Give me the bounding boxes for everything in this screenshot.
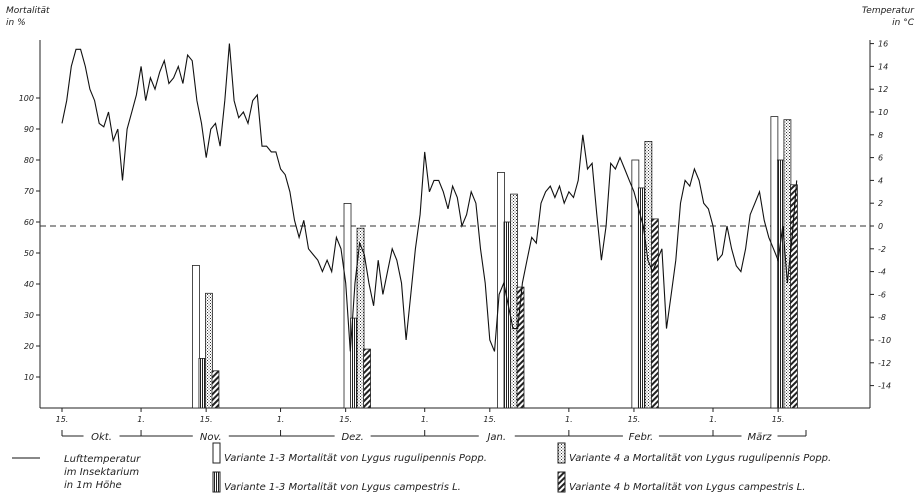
bar-series-4 xyxy=(211,370,220,409)
right-tick-label: -14 xyxy=(878,382,891,391)
left-tick-label: 60 xyxy=(24,218,34,227)
right-tick-label: -2 xyxy=(878,245,886,254)
bar-series-3 xyxy=(644,140,653,409)
x-tick-label: 1. xyxy=(709,415,717,424)
bar-series-1 xyxy=(770,116,779,409)
legend-swatch-v13-rugulipennis xyxy=(212,442,221,464)
x-tick-label: 1. xyxy=(421,415,429,424)
right-tick-label: 4 xyxy=(878,176,883,185)
legend-label-v4a-rugulipennis: Variante 4 a Mortalität von Lygus ruguli… xyxy=(569,453,831,464)
bar-series-4 xyxy=(516,286,525,409)
left-tick-label: 10 xyxy=(24,373,34,382)
month-label: Febr. xyxy=(629,432,654,443)
bar-series-3 xyxy=(510,193,518,409)
legend-swatch-v13-campestris xyxy=(212,471,221,493)
right-tick-label: 2 xyxy=(878,199,883,208)
left-tick-label: 20 xyxy=(24,342,34,351)
legend-temperature-line2: im Insektarium xyxy=(64,467,139,478)
right-tick-label: -10 xyxy=(878,336,891,345)
left-tick-label: 40 xyxy=(24,280,34,289)
bar-series-4 xyxy=(790,184,798,409)
bar-series-4 xyxy=(363,348,371,409)
x-tick-label: 15. xyxy=(339,415,352,424)
left-tick-label: 80 xyxy=(24,156,34,165)
bar-series-1 xyxy=(192,264,200,409)
right-tick-label: -4 xyxy=(878,268,886,277)
right-tick-label: -12 xyxy=(878,359,891,368)
month-label: Nov. xyxy=(200,432,222,443)
x-tick-label: 15. xyxy=(200,415,213,424)
left-axis-title-line1: Mortalität xyxy=(6,6,50,16)
left-tick-label: 90 xyxy=(24,125,34,134)
x-tick-label: 15. xyxy=(628,415,641,424)
legend-temperature-line3: in 1m Höhe xyxy=(64,480,122,491)
bar-series-3 xyxy=(205,292,213,409)
bar-series-4 xyxy=(650,218,659,409)
x-axis-ticks: 15. 1. 15. 1. 15. 1. 15. 1. 15. 1. 15. xyxy=(56,408,785,424)
right-tick-label: 14 xyxy=(878,62,888,71)
month-label: März xyxy=(747,432,772,443)
x-tick-label: 15. xyxy=(772,415,785,424)
left-axis-title-line2: in % xyxy=(6,18,26,28)
temperature-line xyxy=(61,43,798,352)
month-label: Dez. xyxy=(341,432,363,443)
left-tick-label: 100 xyxy=(19,94,34,103)
legend-temperature-line1: Lufttemperatur xyxy=(64,454,141,465)
left-tick-label: 70 xyxy=(24,187,34,196)
right-axis-ticks: 16 14 12 10 8 6 4 2 0 -2 -4 -6 -8 -10 -12 -14 xyxy=(870,40,891,391)
month-label: Jan. xyxy=(485,432,506,443)
legend-label-v4b-campestris: Variante 4 b Mortalität von Lygus campes… xyxy=(569,482,805,493)
bar-series-2 xyxy=(198,357,207,409)
mortality-bars xyxy=(192,116,798,409)
right-tick-label: -6 xyxy=(878,290,886,299)
right-tick-label: 8 xyxy=(878,131,883,140)
right-axis-title-line2: in °C xyxy=(892,18,915,28)
x-tick-label: 1. xyxy=(137,415,145,424)
legend-swatch-v4a-rugulipennis xyxy=(557,442,566,464)
right-tick-label: -8 xyxy=(878,313,886,322)
left-tick-label: 50 xyxy=(24,249,34,258)
legend-swatch-v4b-campestris xyxy=(557,471,566,493)
legend-label-v13-rugulipennis: Variante 1-3 Mortalität von Lygus ruguli… xyxy=(224,453,487,464)
right-axis-title-line1: Temperatur xyxy=(862,6,915,16)
right-tick-label: 0 xyxy=(878,222,883,231)
bar-series-2 xyxy=(776,159,785,409)
right-tick-label: 6 xyxy=(878,154,883,163)
legend-label-v13-campestris: Variante 1-3 Mortalität von Lygus campes… xyxy=(224,482,461,493)
x-tick-label: 15. xyxy=(56,415,69,424)
left-axis-ticks: 10 20 30 40 50 60 70 80 90 100 xyxy=(19,94,40,382)
x-tick-label: 15. xyxy=(483,415,496,424)
right-tick-label: 16 xyxy=(878,40,888,49)
right-tick-label: 12 xyxy=(878,85,888,94)
x-tick-label: 1. xyxy=(277,415,285,424)
month-brackets: Okt. Nov. Dez. Jan. Febr. März xyxy=(61,430,807,443)
x-tick-label: 1. xyxy=(565,415,573,424)
legend: Lufttemperatur im Insektarium in 1m Höhe… xyxy=(12,442,831,493)
bar-series-3 xyxy=(356,227,365,409)
left-tick-label: 30 xyxy=(24,311,34,320)
right-tick-label: 10 xyxy=(878,108,888,117)
month-label: Okt. xyxy=(91,432,112,443)
